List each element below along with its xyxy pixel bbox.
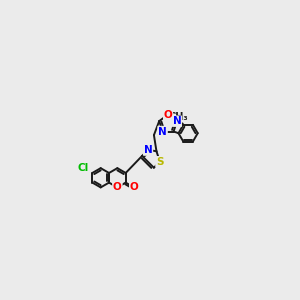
- Text: N: N: [172, 116, 182, 126]
- Text: N: N: [144, 145, 152, 155]
- Text: N: N: [172, 116, 182, 126]
- Text: O: O: [130, 182, 138, 192]
- Text: Cl: Cl: [78, 163, 89, 173]
- Text: O: O: [164, 110, 172, 120]
- Text: O: O: [113, 182, 122, 192]
- Text: Cl: Cl: [78, 163, 89, 173]
- Text: O: O: [130, 182, 138, 192]
- Text: O: O: [113, 182, 122, 192]
- Text: O: O: [164, 110, 172, 120]
- Text: N: N: [144, 145, 152, 155]
- Text: N: N: [158, 127, 167, 136]
- Text: N: N: [158, 127, 167, 136]
- Text: S: S: [156, 157, 164, 167]
- Text: S: S: [156, 157, 164, 167]
- Text: CH₃: CH₃: [169, 112, 188, 122]
